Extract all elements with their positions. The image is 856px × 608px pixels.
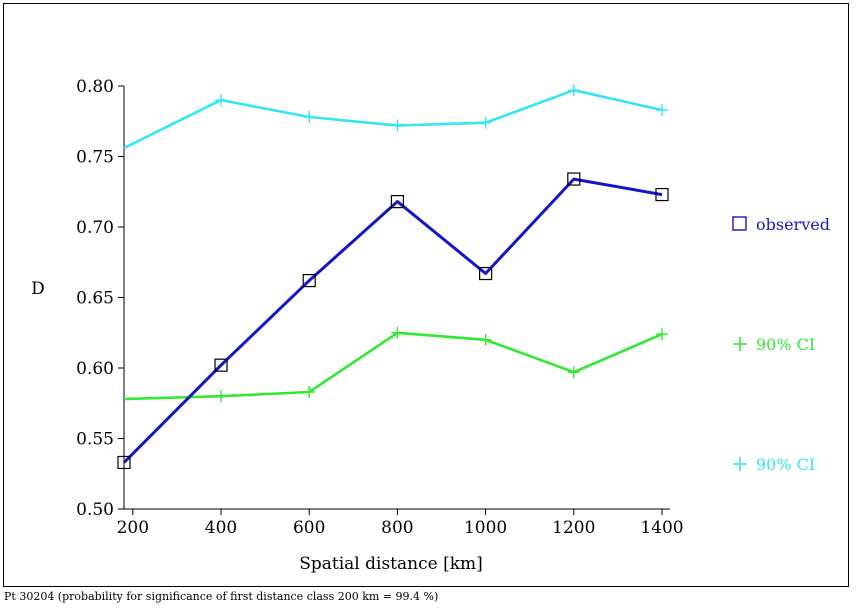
data-point <box>303 385 316 398</box>
data-point <box>567 84 580 97</box>
legend-swatch <box>732 216 747 231</box>
data-point <box>479 266 493 281</box>
y-tick-label: 0.60 <box>76 359 114 379</box>
data-point <box>117 455 131 470</box>
x-axis-label: Spatial distance [km] <box>299 554 483 574</box>
x-tick-label: 600 <box>293 518 325 538</box>
x-tick-label: 800 <box>381 518 413 538</box>
legend-item: 90% CI <box>733 335 815 354</box>
chart-frame: 0.50 0.55 0.60 0.65 0.70 0.75 0.80 200 400 600 800… <box>3 3 849 587</box>
footnote: Pt 30204 (probability for significance o… <box>4 590 439 603</box>
legend-label: observed <box>756 215 830 234</box>
data-point <box>215 94 228 107</box>
data-point <box>655 187 669 202</box>
data-point <box>479 116 492 129</box>
y-tick-label: 0.50 <box>76 500 114 520</box>
data-point <box>302 273 316 288</box>
legend-item: observed <box>732 215 830 234</box>
data-point <box>656 328 668 341</box>
legend-label: 90% CI <box>756 335 815 354</box>
x-tick-label: 1400 <box>640 518 683 538</box>
data-point <box>390 195 405 209</box>
x-tick-label: 1000 <box>464 518 507 538</box>
series-ci-1 <box>123 326 668 403</box>
data-point <box>656 103 668 116</box>
legend-item: 90% CI <box>733 455 815 474</box>
data-point <box>567 172 581 186</box>
series-line <box>123 331 663 401</box>
y-tick-label: 0.70 <box>76 218 114 238</box>
series-ci-2 <box>123 84 668 150</box>
line-chart: 0.50 0.55 0.60 0.65 0.70 0.75 0.80 200 400 600 800… <box>31 77 830 574</box>
data-point <box>214 358 228 372</box>
x-tick-label: 1200 <box>552 518 595 538</box>
legend-label: 90% CI <box>756 455 815 474</box>
data-point <box>303 111 316 124</box>
y-tick-label: 0.55 <box>76 430 114 450</box>
series-layer <box>117 84 669 470</box>
axes: 0.50 0.55 0.60 0.65 0.70 0.75 0.80 200 400 600 800… <box>76 77 683 538</box>
x-tick-label: 400 <box>205 518 237 538</box>
data-point <box>391 326 404 339</box>
y-tick-label: 0.75 <box>76 148 114 168</box>
y-axis-label: D <box>31 279 45 299</box>
data-point <box>391 119 404 132</box>
data-point <box>567 366 580 379</box>
legend: observed 90% CI 90% CI <box>732 215 830 474</box>
y-tick-label: 0.80 <box>76 77 114 97</box>
data-point <box>215 390 228 403</box>
series-line <box>123 88 663 150</box>
y-tick-label: 0.65 <box>76 289 114 309</box>
series-observed <box>117 172 669 470</box>
x-tick-label: 200 <box>117 518 149 538</box>
series-line <box>122 177 663 464</box>
data-point <box>479 333 492 346</box>
